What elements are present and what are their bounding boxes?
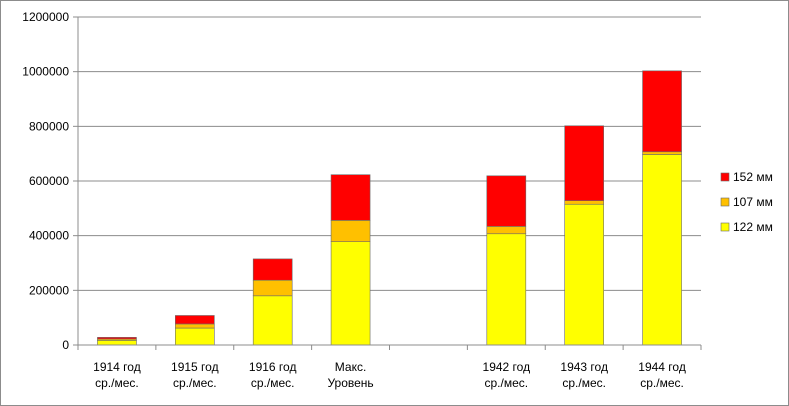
y-tick-label: 1200000: [22, 10, 69, 24]
bar-segment: [330, 220, 371, 242]
bar-segment: [97, 337, 137, 340]
bar-segment: [97, 340, 137, 346]
x-tick-label: ср./мес.: [485, 376, 529, 390]
x-tick-label: ср./мес.: [640, 376, 684, 390]
bar-segment: [642, 154, 682, 346]
bar-segment: [252, 279, 293, 297]
gridlines: [78, 16, 701, 291]
x-tick-label: 1944 год: [638, 360, 686, 374]
bar-segment: [486, 233, 527, 346]
bars: [97, 70, 682, 346]
bar-segment: [486, 226, 527, 235]
bar-segment: [330, 174, 371, 221]
x-tick-label: ср./мес.: [173, 376, 217, 390]
bar-segment: [252, 258, 293, 281]
legend-swatch: [720, 197, 730, 207]
y-tick-label: 0: [62, 338, 69, 352]
bar-segment: [175, 315, 215, 325]
x-tick-label: ср./мес.: [562, 376, 606, 390]
bar-segment: [642, 151, 682, 155]
x-tick-label: ср./мес.: [251, 376, 295, 390]
y-tick-label: 1000000: [22, 65, 69, 79]
y-tick-label: 200000: [29, 283, 69, 297]
x-tick-label: 1943 год: [560, 360, 608, 374]
x-tick-label: 1916 год: [249, 360, 297, 374]
x-tick-label: Макс.: [335, 360, 367, 374]
y-tick-label: 400000: [29, 229, 69, 243]
bar-segment: [252, 295, 293, 346]
legend: 152 мм 107 мм 122 мм: [720, 170, 773, 234]
bar-segment: [564, 203, 604, 346]
bar-segment: [564, 125, 604, 201]
x-tick-label: 1915 год: [171, 360, 219, 374]
bar-segment: [642, 70, 682, 153]
x-tick-label: 1942 год: [483, 360, 531, 374]
x-tick-label: Уровень: [327, 376, 373, 390]
y-tick-labels: 0 200000 400000 600000 800000 1000000 1200000: [22, 10, 69, 352]
bar-segment: [175, 323, 215, 329]
legend-label: 107 мм: [733, 195, 773, 209]
bar-segment: [175, 327, 215, 346]
legend-label: 122 мм: [733, 220, 773, 234]
legend-swatch: [720, 172, 730, 182]
bar-segment: [486, 175, 527, 227]
axes: [73, 16, 702, 350]
x-tick-label: ср./мес.: [95, 376, 139, 390]
y-tick-label: 800000: [29, 119, 69, 133]
bar-segment: [330, 241, 371, 346]
legend-label: 152 мм: [733, 170, 773, 184]
x-tick-labels: 1914 год ср./мес. 1915 год ср./мес. 1916 год…: [93, 360, 686, 390]
x-tick-label: 1914 год: [93, 360, 141, 374]
legend-swatch: [720, 222, 730, 232]
y-tick-label: 600000: [29, 174, 69, 188]
bar-segment: [564, 200, 604, 205]
